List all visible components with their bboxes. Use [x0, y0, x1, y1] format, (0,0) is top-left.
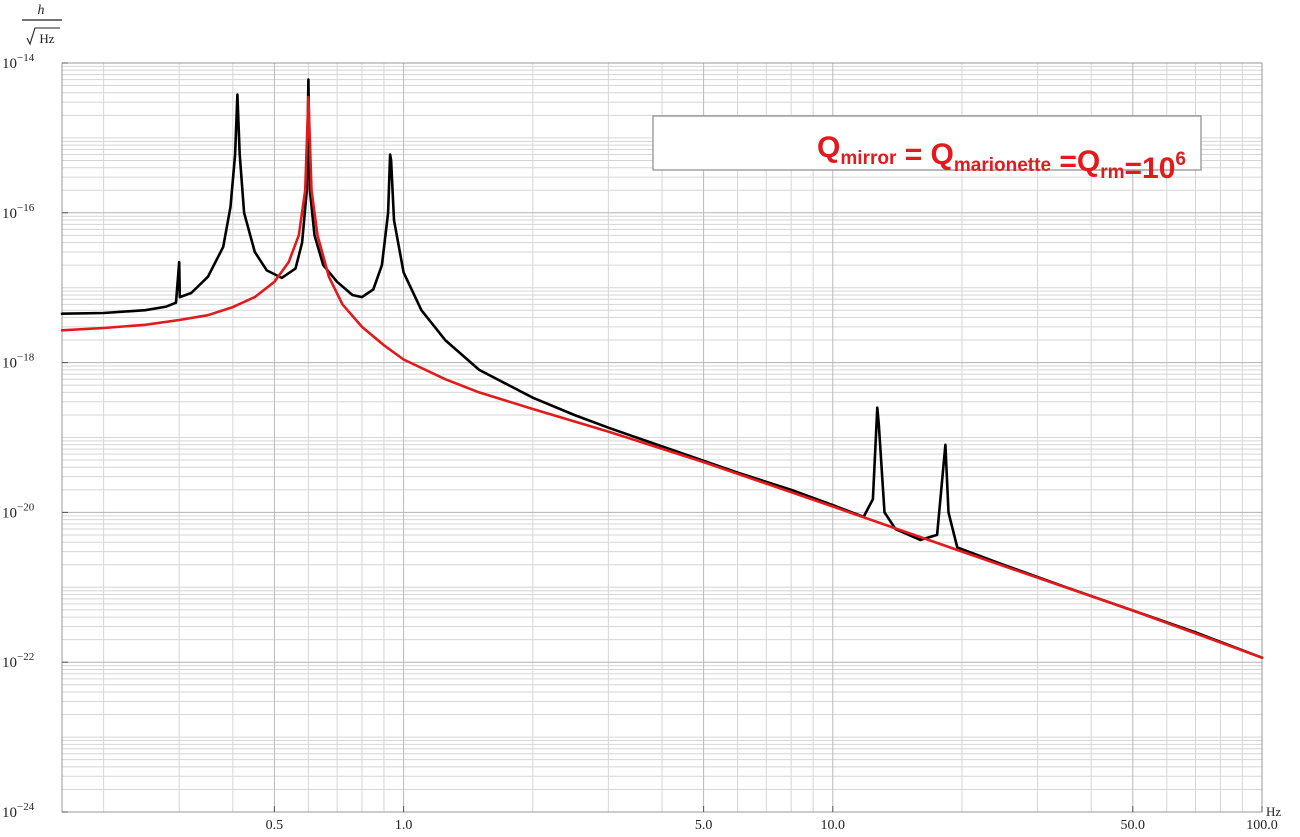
- y-tick-label: 10−18: [2, 352, 35, 372]
- x-tick-label: 1.0: [395, 818, 413, 832]
- y-tick-label: 10−14: [2, 52, 35, 72]
- y-axis-label-numerator: h: [38, 3, 45, 18]
- x-tick-label: 10.0: [821, 818, 846, 832]
- y-axis-label-denominator: Hz: [39, 31, 54, 46]
- x-tick-label: 50.0: [1121, 818, 1146, 832]
- x-axis-label: Hz: [1266, 804, 1281, 819]
- x-tick-label: 0.5: [266, 818, 284, 832]
- y-tick-label: 10−24: [2, 801, 35, 821]
- legend: Qmirror = Qmarionette =Qrm=106: [653, 116, 1201, 185]
- y-tick-label: 10−20: [2, 501, 35, 521]
- y-tick-label: 10−22: [2, 651, 34, 671]
- x-tick-label: 5.0: [695, 818, 713, 832]
- x-tick-label: 100.0: [1246, 818, 1278, 832]
- y-tick-label: 10−16: [2, 202, 35, 222]
